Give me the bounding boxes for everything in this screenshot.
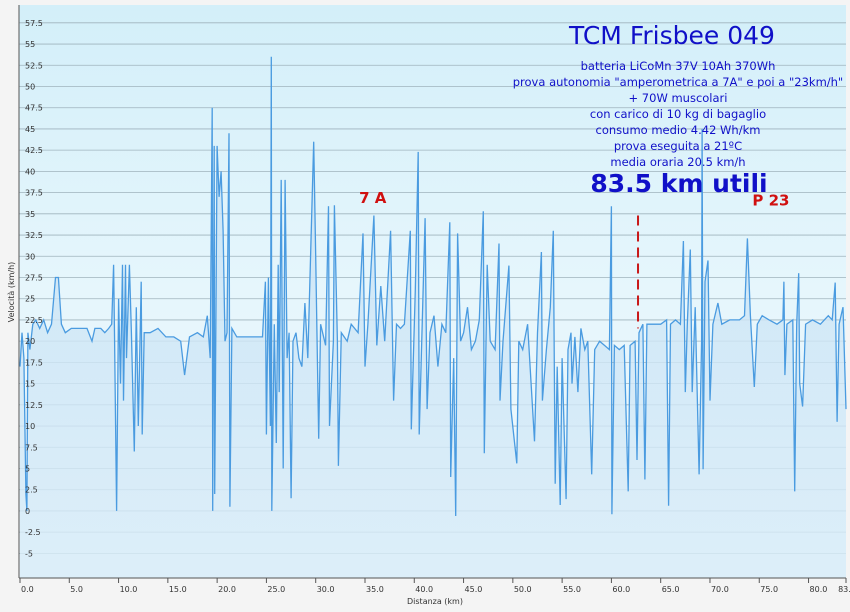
x-axis-ticks: 0.0 5.0 10.0 15.0 20.0 25.0 30.0 35.0 40.0 45.0 50… [19, 578, 850, 594]
x-tick-label: 0.0 [21, 585, 34, 594]
info-line-battery: batteria LiCoMn 37V 10Ah 370Wh [581, 59, 776, 73]
headline-range: 83.5 km utili [590, 169, 767, 198]
chart-title: TCM Frisbee 049 [568, 21, 775, 50]
x-tick-label: 45.0 [465, 585, 483, 594]
x-axis-label: Distanza (km) [407, 597, 463, 606]
y-tick-label: 7.5 [25, 443, 38, 452]
y-axis-label: Velocità (km/h) [7, 262, 16, 323]
series-line-velocita [19, 56, 847, 517]
x-tick-label: 70.0 [711, 585, 729, 594]
y-tick-label: 15 [25, 380, 35, 389]
x-tick-label: 80.0 [810, 585, 828, 594]
x-tick-label: 25.0 [267, 585, 285, 594]
y-tick-label: 2.5 [25, 486, 38, 495]
x-tick-label: 75.0 [760, 585, 778, 594]
y-tick-label: 12.5 [25, 401, 43, 410]
y-tick-label: -5 [25, 549, 33, 558]
x-tick-label: 30.0 [317, 585, 335, 594]
y-tick-label: 52.5 [25, 61, 43, 70]
x-tick-label: 83.8 [838, 585, 850, 594]
y-tick-label: 37.5 [25, 189, 43, 198]
info-line-consumption: consumo medio 4.42 Wh/km [596, 123, 761, 137]
x-tick-label: 35.0 [366, 585, 384, 594]
y-tick-label: 22.5 [25, 316, 43, 325]
y-tick-label: 5 [25, 464, 30, 473]
info-line-load: con carico di 10 kg di bagaglio [590, 107, 766, 121]
x-tick-label: 50.0 [514, 585, 532, 594]
annotation-p23: P 23 [752, 191, 789, 209]
info-block: batteria LiCoMn 37V 10Ah 370Wh prova aut… [513, 59, 843, 169]
y-axis-ticks: -5-2.502.557.51012.51517.52022.52527.530… [25, 19, 43, 559]
x-tick-label: 5.0 [70, 585, 83, 594]
y-tick-label: 50 [25, 82, 35, 91]
series-area-fill [20, 56, 846, 579]
x-tick-label: 60.0 [612, 585, 630, 594]
x-tick-label: 15.0 [169, 585, 187, 594]
y-tick-label: 40 [25, 167, 35, 176]
x-tick-label: 10.0 [120, 585, 138, 594]
x-tick-label: 40.0 [415, 585, 433, 594]
annotation-7a: 7 A [359, 189, 387, 207]
y-tick-label: 30 [25, 252, 35, 261]
y-tick-label: 32.5 [25, 231, 43, 240]
y-tick-label: 35 [25, 210, 35, 219]
x-tick-label: 20.0 [218, 585, 236, 594]
x-tick-label: 55.0 [563, 585, 581, 594]
y-tick-label: 45 [25, 125, 35, 134]
y-tick-label: 42.5 [25, 146, 43, 155]
y-tick-label: 20 [25, 337, 35, 346]
y-tick-label: 55 [25, 40, 35, 49]
info-line-muscle: + 70W muscolari [629, 91, 728, 105]
y-tick-label: -2.5 [25, 528, 41, 537]
x-tick-label: 65.0 [662, 585, 680, 594]
info-line-average: media oraria 20.5 km/h [610, 155, 745, 169]
info-line-test: prova autonomia "amperometrica a 7A" e p… [513, 75, 843, 89]
y-tick-label: 10 [25, 422, 35, 431]
y-tick-label: 27.5 [25, 273, 43, 282]
info-line-temperature: prova eseguita a 21ºC [614, 139, 742, 153]
y-tick-label: 25 [25, 295, 35, 304]
y-tick-label: 17.5 [25, 358, 43, 367]
y-tick-label: 0 [25, 507, 30, 516]
y-tick-label: 57.5 [25, 19, 43, 28]
y-tick-label: 47.5 [25, 104, 43, 113]
